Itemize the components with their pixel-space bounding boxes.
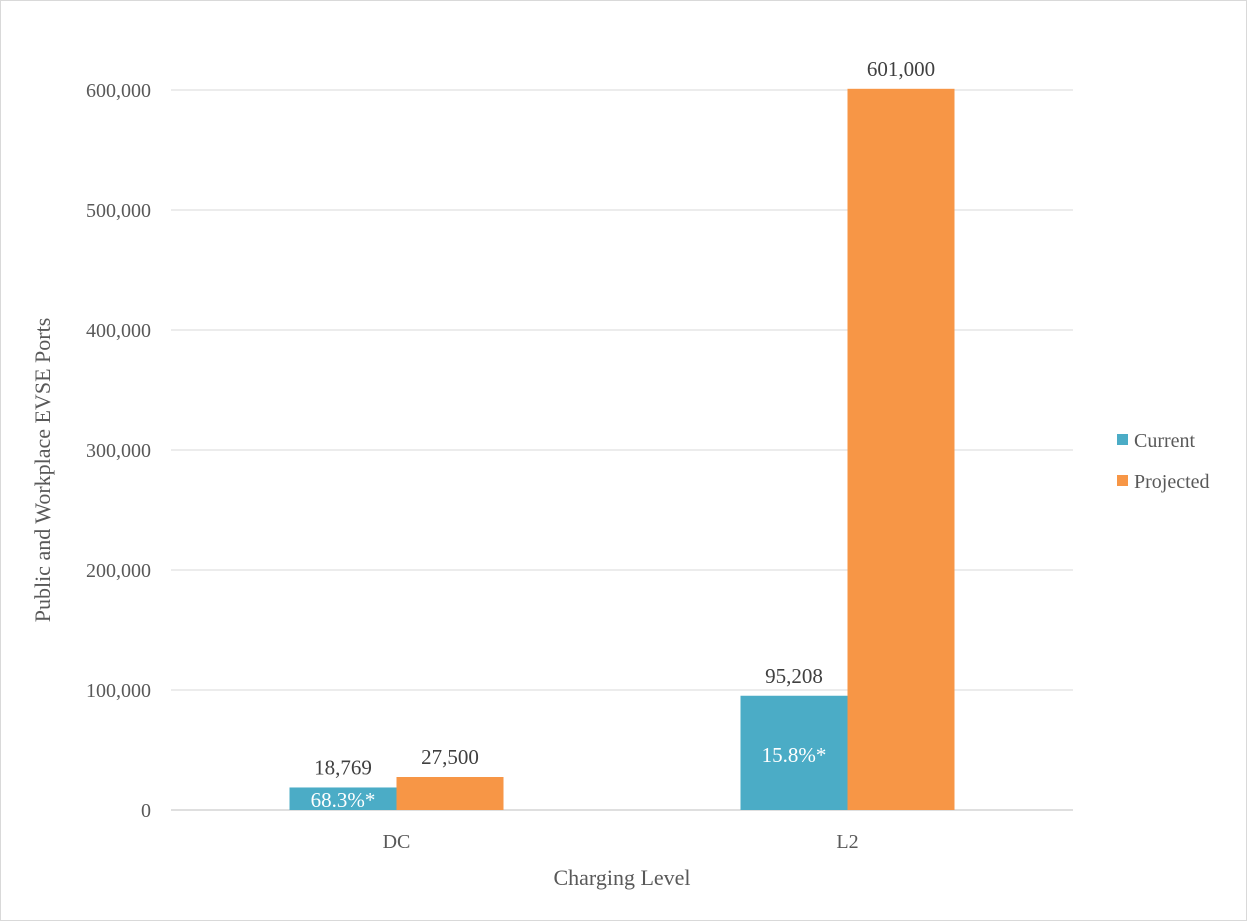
share-label: 15.8%*: [762, 743, 827, 767]
data-label: 18,769: [314, 755, 372, 779]
y-tick-label: 0: [141, 800, 151, 822]
y-tick-label: 200,000: [86, 560, 151, 582]
data-label: 601,000: [867, 57, 935, 81]
bar-projected-l2: [847, 88, 955, 811]
bars: [289, 88, 955, 811]
share-label: 68.3%*: [311, 788, 376, 812]
x-tick-label: L2: [836, 831, 858, 853]
y-tick-label: 300,000: [86, 440, 151, 462]
data-label: 95,208: [765, 664, 823, 688]
legend-label-projected: Projected: [1134, 471, 1210, 493]
y-axis-title: Public and Workplace EVSE Ports: [30, 318, 55, 623]
gridlines: [171, 89, 1073, 811]
legend-swatch-projected: [1117, 475, 1128, 486]
bar-projected-dc: [396, 777, 504, 810]
axis-ticks: 0 100,000 200,000 300,000 400,000 500,000 600,…: [86, 80, 859, 853]
legend-swatch-current: [1117, 434, 1128, 445]
x-tick-label: DC: [383, 831, 411, 853]
data-label: 27,500: [421, 745, 479, 769]
data-labels: 18,769 68.3%* 95,208 15.8%* 27,500 601,000: [311, 57, 936, 812]
y-tick-label: 400,000: [86, 320, 151, 342]
bar-current-l2: [740, 695, 848, 810]
y-tick-label: 500,000: [86, 200, 151, 222]
legend: Current Projected: [1117, 430, 1210, 493]
x-axis-title: Charging Level: [553, 865, 690, 890]
bar-current-dc: [289, 787, 397, 810]
y-tick-label: 100,000: [86, 680, 151, 702]
y-tick-label: 600,000: [86, 80, 151, 102]
legend-label-current: Current: [1134, 430, 1196, 452]
